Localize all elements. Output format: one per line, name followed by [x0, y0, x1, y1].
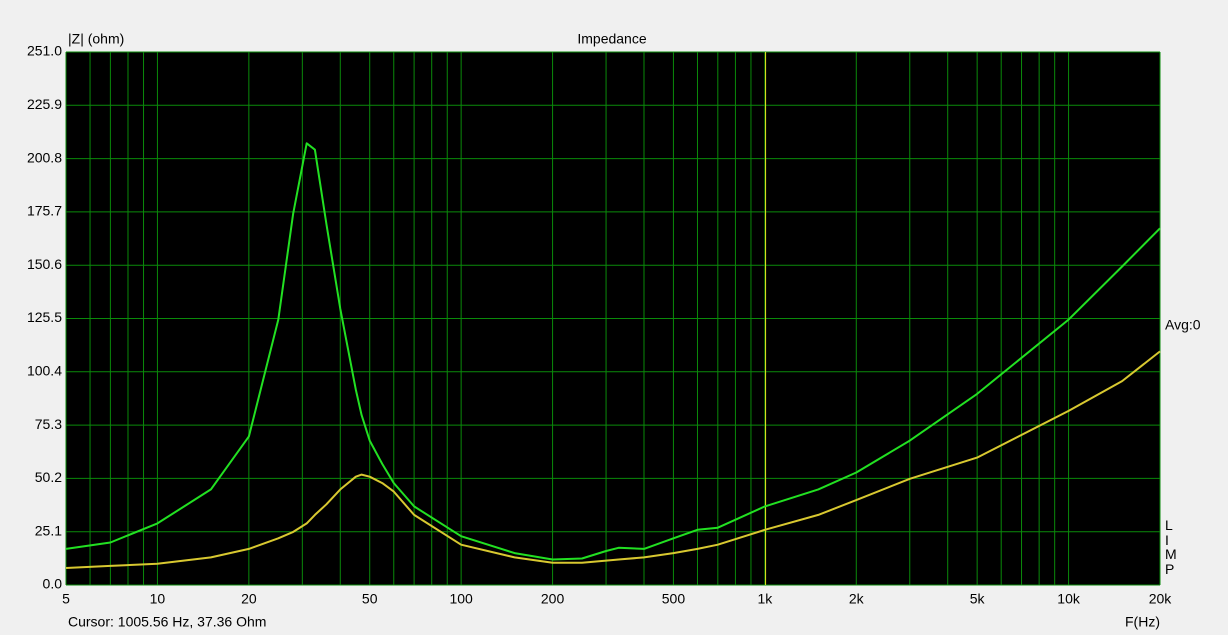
y-tick-label: 175.7	[27, 203, 62, 219]
x-tick-label: 500	[662, 591, 686, 607]
y-tick-label: 225.9	[27, 96, 62, 112]
impedance-curve	[65, 350, 1161, 569]
x-tick-label: 20k	[1149, 591, 1173, 607]
x-tick-label: 10	[150, 591, 166, 607]
chart-title: Impedance	[577, 31, 646, 47]
average-label: Avg:0	[1165, 317, 1201, 333]
y-tick-label: 150.6	[27, 256, 62, 272]
x-tick-label: 1k	[757, 591, 773, 607]
x-tick-label: 2k	[849, 591, 865, 607]
x-tick-label: 200	[541, 591, 565, 607]
x-tick-label: 10k	[1057, 591, 1081, 607]
x-tick-label: 5k	[970, 591, 986, 607]
y-tick-label: 0.0	[43, 576, 63, 592]
y-tick-label: 100.4	[27, 363, 62, 379]
y-tick-label: 75.3	[35, 416, 62, 432]
x-tick-label: 5	[62, 591, 70, 607]
y-axis-label: |Z| (ohm)	[68, 31, 124, 47]
y-tick-label: 25.1	[35, 522, 62, 538]
x-axis-label: F(Hz)	[1125, 614, 1160, 630]
impedance-curve	[65, 142, 1161, 561]
x-tick-label: 50	[362, 591, 378, 607]
side-label: LIMP	[1165, 517, 1177, 577]
y-tick-label: 50.2	[35, 469, 62, 485]
cursor-readout: Cursor: 1005.56 Hz, 37.36 Ohm	[68, 614, 266, 630]
y-tick-label: 251.0	[27, 43, 62, 59]
x-tick-label: 100	[449, 591, 473, 607]
y-tick-label: 200.8	[27, 149, 62, 165]
x-tick-label: 20	[241, 591, 257, 607]
y-tick-label: 125.5	[27, 309, 62, 325]
